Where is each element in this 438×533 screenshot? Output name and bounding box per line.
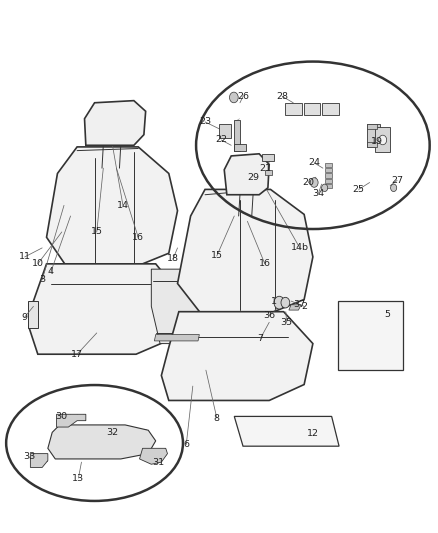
- Text: 2: 2: [301, 302, 307, 311]
- Polygon shape: [265, 169, 272, 175]
- Text: 24: 24: [308, 158, 320, 167]
- Circle shape: [379, 135, 387, 145]
- Text: 5: 5: [384, 310, 390, 319]
- Text: 16: 16: [259, 260, 271, 268]
- Text: 30: 30: [55, 412, 67, 421]
- Polygon shape: [338, 301, 403, 370]
- Polygon shape: [28, 301, 38, 328]
- Polygon shape: [161, 312, 313, 400]
- Circle shape: [281, 297, 290, 308]
- Polygon shape: [262, 154, 274, 161]
- Text: 14b: 14b: [291, 244, 309, 253]
- Text: 15: 15: [211, 252, 223, 260]
- Text: 12: 12: [307, 430, 319, 439]
- Text: 7: 7: [258, 334, 264, 343]
- Polygon shape: [289, 305, 301, 310]
- Circle shape: [230, 92, 238, 103]
- Text: 27: 27: [391, 176, 403, 185]
- Circle shape: [274, 296, 285, 309]
- Text: 4: 4: [48, 268, 54, 276]
- Polygon shape: [325, 184, 332, 188]
- Polygon shape: [234, 120, 240, 151]
- Text: 35: 35: [281, 318, 293, 327]
- Text: 6: 6: [183, 440, 189, 449]
- Text: 9: 9: [22, 312, 28, 321]
- Polygon shape: [325, 168, 332, 172]
- Polygon shape: [48, 425, 155, 459]
- Text: 16: 16: [132, 233, 144, 242]
- Text: 28: 28: [276, 92, 288, 101]
- Text: 3: 3: [39, 275, 45, 284]
- Text: 22: 22: [215, 135, 227, 144]
- Text: 11: 11: [19, 253, 31, 261]
- Text: 29: 29: [247, 173, 259, 182]
- Polygon shape: [234, 416, 339, 446]
- Text: 13: 13: [72, 474, 85, 482]
- Polygon shape: [151, 269, 204, 344]
- Polygon shape: [57, 414, 86, 427]
- Circle shape: [310, 177, 318, 187]
- Text: 25: 25: [353, 185, 365, 194]
- Text: 26: 26: [237, 92, 249, 101]
- Text: 23: 23: [199, 117, 211, 126]
- Polygon shape: [304, 103, 320, 115]
- Text: 14: 14: [117, 201, 129, 210]
- Polygon shape: [375, 127, 390, 152]
- Text: 15: 15: [91, 228, 103, 237]
- Polygon shape: [224, 154, 269, 195]
- Text: 31: 31: [153, 458, 165, 466]
- Text: 37: 37: [294, 300, 306, 309]
- Text: 19: 19: [371, 137, 383, 146]
- Text: 17: 17: [71, 350, 83, 359]
- Polygon shape: [29, 264, 182, 354]
- Text: 10: 10: [32, 260, 44, 268]
- Text: 34: 34: [312, 189, 325, 198]
- Text: 36: 36: [263, 311, 275, 320]
- Text: 21: 21: [259, 164, 271, 173]
- Text: 1: 1: [271, 296, 276, 305]
- Polygon shape: [367, 124, 380, 147]
- Polygon shape: [322, 103, 339, 115]
- Polygon shape: [234, 144, 246, 151]
- Polygon shape: [325, 179, 332, 183]
- Polygon shape: [219, 124, 231, 138]
- Polygon shape: [30, 454, 48, 467]
- Text: 18: 18: [167, 254, 179, 263]
- Polygon shape: [367, 142, 377, 147]
- Circle shape: [391, 184, 397, 191]
- Text: 20: 20: [303, 178, 314, 187]
- Polygon shape: [85, 101, 146, 146]
- Text: 8: 8: [214, 414, 220, 423]
- Polygon shape: [46, 147, 177, 269]
- Polygon shape: [367, 124, 377, 130]
- Text: 32: 32: [106, 428, 118, 437]
- Polygon shape: [154, 335, 199, 341]
- Polygon shape: [325, 173, 332, 177]
- Polygon shape: [325, 163, 332, 167]
- Polygon shape: [286, 103, 302, 115]
- Text: 33: 33: [23, 453, 35, 462]
- Circle shape: [321, 184, 328, 191]
- Polygon shape: [177, 189, 313, 316]
- Polygon shape: [140, 448, 167, 464]
